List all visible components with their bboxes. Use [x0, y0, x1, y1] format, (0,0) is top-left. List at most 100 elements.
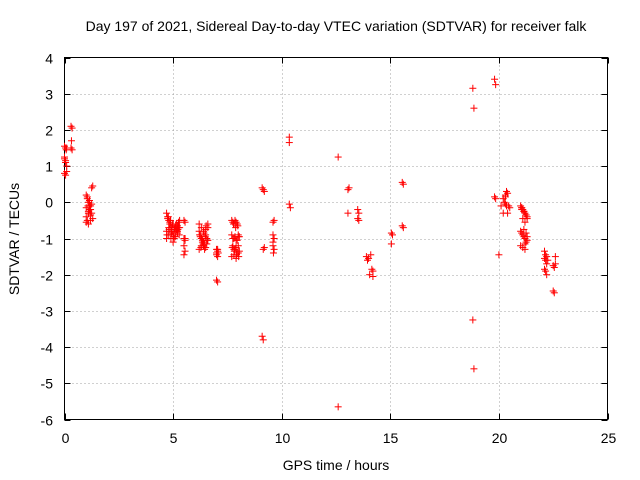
- data-point: [492, 195, 500, 203]
- data-point: [523, 233, 531, 241]
- data-point: [85, 196, 93, 204]
- data-point: [62, 157, 70, 165]
- y-axis-label: SDTVAR / TECUs: [6, 183, 22, 295]
- data-point: [520, 225, 528, 233]
- data-point: [89, 215, 97, 223]
- data-point: [258, 184, 266, 192]
- data-point: [551, 260, 559, 268]
- data-point: [344, 186, 352, 194]
- data-point: [543, 271, 551, 279]
- grid: [64, 57, 608, 420]
- data-point: [83, 193, 91, 201]
- data-point: [399, 224, 407, 232]
- data-point: [228, 231, 236, 239]
- data-point: [398, 222, 406, 230]
- data-point: [550, 263, 558, 271]
- x-tick-label: 5: [170, 430, 178, 446]
- data-point: [174, 225, 182, 233]
- data-point: [495, 251, 503, 259]
- data-point: [542, 256, 550, 264]
- data-point: [181, 247, 189, 255]
- data-point: [89, 182, 97, 190]
- data-point: [366, 271, 374, 279]
- data-point: [171, 224, 179, 232]
- data-point: [202, 222, 210, 230]
- data-point: [203, 236, 211, 244]
- data-point: [470, 104, 478, 112]
- data-point: [175, 231, 183, 239]
- data-point: [269, 242, 277, 250]
- data-point: [234, 242, 242, 250]
- data-point: [195, 220, 203, 228]
- data-point: [234, 222, 242, 230]
- data-point: [196, 231, 204, 239]
- data-point: [541, 265, 549, 273]
- data-point: [492, 81, 500, 89]
- data-point: [181, 235, 189, 242]
- data-point: [501, 193, 509, 201]
- data-point: [387, 229, 395, 237]
- data-point: [365, 254, 373, 262]
- data-point: [63, 168, 71, 176]
- x-tick-label: 15: [383, 430, 399, 446]
- y-tick-label: 2: [45, 123, 53, 139]
- data-point: [549, 287, 557, 295]
- data-point: [285, 200, 293, 208]
- data-point: [522, 238, 530, 246]
- data-point: [491, 75, 499, 83]
- data-point: [67, 122, 75, 130]
- data-point: [505, 202, 513, 210]
- data-point: [259, 245, 267, 253]
- data-point: [180, 216, 188, 224]
- data-point: [62, 171, 70, 179]
- data-point: [164, 213, 172, 221]
- data-point: [213, 251, 221, 259]
- data-point: [270, 216, 278, 224]
- data-point: [345, 184, 353, 192]
- data-point: [260, 244, 268, 252]
- data-point: [170, 233, 178, 241]
- data-point: [518, 206, 526, 214]
- y-tick-label: -4: [41, 340, 54, 356]
- data-point: [163, 231, 171, 239]
- y-tick-label: 1: [45, 159, 53, 175]
- y-tick-label: -2: [41, 268, 54, 284]
- data-point: [88, 184, 96, 192]
- x-axis-label: GPS time / hours: [283, 457, 390, 473]
- x-tick-labels: 0 5 10 15 20 25: [62, 430, 617, 446]
- data-point: [204, 220, 212, 228]
- data-point: [233, 236, 241, 244]
- data-point: [231, 233, 239, 241]
- data-point: [214, 249, 222, 257]
- data-point: [469, 316, 477, 324]
- data-points: [61, 75, 559, 411]
- data-point: [181, 218, 189, 226]
- data-point: [500, 198, 508, 206]
- data-point: [542, 267, 550, 275]
- data-point: [503, 187, 511, 195]
- data-point: [491, 193, 499, 201]
- data-point: [214, 278, 222, 286]
- data-point: [197, 224, 205, 232]
- data-point: [550, 289, 558, 297]
- data-point: [470, 365, 478, 373]
- data-point: [67, 137, 75, 145]
- data-point: [369, 273, 377, 281]
- data-point: [398, 178, 406, 186]
- data-point: [399, 180, 407, 188]
- data-point: [167, 229, 175, 237]
- data-point: [521, 218, 529, 226]
- data-point: [522, 229, 530, 237]
- data-point: [270, 245, 278, 253]
- data-point: [163, 209, 171, 217]
- data-point: [85, 209, 93, 217]
- data-point: [180, 251, 188, 259]
- data-point: [231, 216, 239, 224]
- data-point: [269, 218, 277, 226]
- data-point: [235, 253, 243, 261]
- data-point: [214, 253, 222, 261]
- data-point: [269, 231, 277, 239]
- data-point: [367, 251, 375, 259]
- y-tick-labels: -6 -5 -4 -3 -2 -1 0 1 2 3 4: [41, 51, 54, 429]
